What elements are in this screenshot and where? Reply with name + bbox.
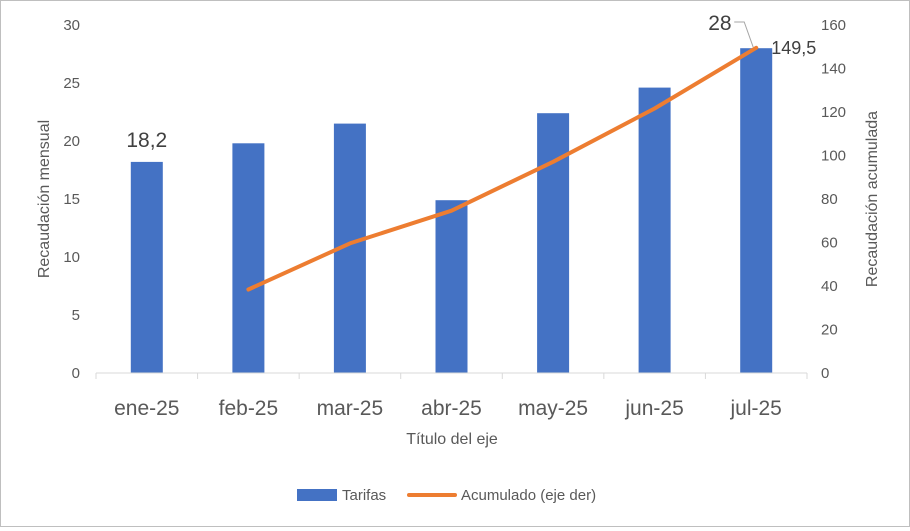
y2-tick-label: 100: [821, 148, 846, 165]
x-tick-label: jul-25: [730, 397, 782, 420]
y-tick-label: 5: [72, 307, 80, 324]
x-tick-label: abr-25: [421, 397, 482, 420]
x-tick-label: feb-25: [219, 397, 279, 420]
y-tick-label: 15: [63, 191, 80, 208]
y-tick-label: 25: [63, 75, 80, 92]
x-tick-label: ene-25: [114, 397, 179, 420]
y2-tick-label: 80: [821, 191, 838, 208]
legend-label-tarifas: Tarifas: [342, 487, 386, 504]
y2-tick-label: 20: [821, 322, 838, 339]
bar-may-25: [537, 113, 570, 373]
data-label-tarifas-ene: 18,2: [126, 129, 167, 152]
data-labels-group: 18,2 28 149,5: [126, 12, 816, 152]
data-label-tarifas-jul: 28: [708, 12, 731, 35]
x-tick-label: jun-25: [624, 397, 683, 420]
legend-swatch-tarifas: [297, 489, 337, 501]
y2-tick-label: 60: [821, 235, 838, 252]
y2-axis-title: Recaudación acumulada: [864, 111, 881, 287]
y-axis-title: Recaudación mensual: [36, 120, 53, 278]
y2-tick-label: 40: [821, 278, 838, 295]
x-axis-title: Título del eje: [406, 431, 498, 448]
x-tick-label: mar-25: [317, 397, 384, 420]
bar-jul-25: [740, 48, 773, 373]
legend: Tarifas Acumulado (eje der): [297, 487, 596, 504]
line-acumulado: [246, 45, 759, 292]
y2-tick-label: 0: [821, 365, 829, 382]
y-tick-label: 30: [63, 17, 80, 34]
bar-ene-25: [130, 161, 163, 373]
bar-jun-25: [638, 87, 671, 373]
y-tick-label: 20: [63, 133, 80, 150]
data-label-acumulado-jul: 149,5: [771, 38, 816, 58]
y2-tick-label: 120: [821, 104, 846, 121]
bar-abr-25: [435, 200, 468, 373]
y-tick-label: 10: [63, 249, 80, 266]
y2-tick-label: 160: [821, 17, 846, 34]
y2-tick-label: 140: [821, 61, 846, 78]
bar-feb-25: [232, 143, 265, 373]
legend-label-acumulado: Acumulado (eje der): [461, 487, 596, 504]
bar-series-group: [130, 48, 773, 373]
x-tick-label: may-25: [518, 397, 588, 420]
y-tick-label: 0: [72, 365, 80, 382]
leader-line: [734, 21, 754, 48]
line-series-group: [246, 45, 759, 292]
axes-group: ene-25 feb-25 mar-25 abr-25 may-25 jun-25 jul-…: [63, 17, 846, 420]
